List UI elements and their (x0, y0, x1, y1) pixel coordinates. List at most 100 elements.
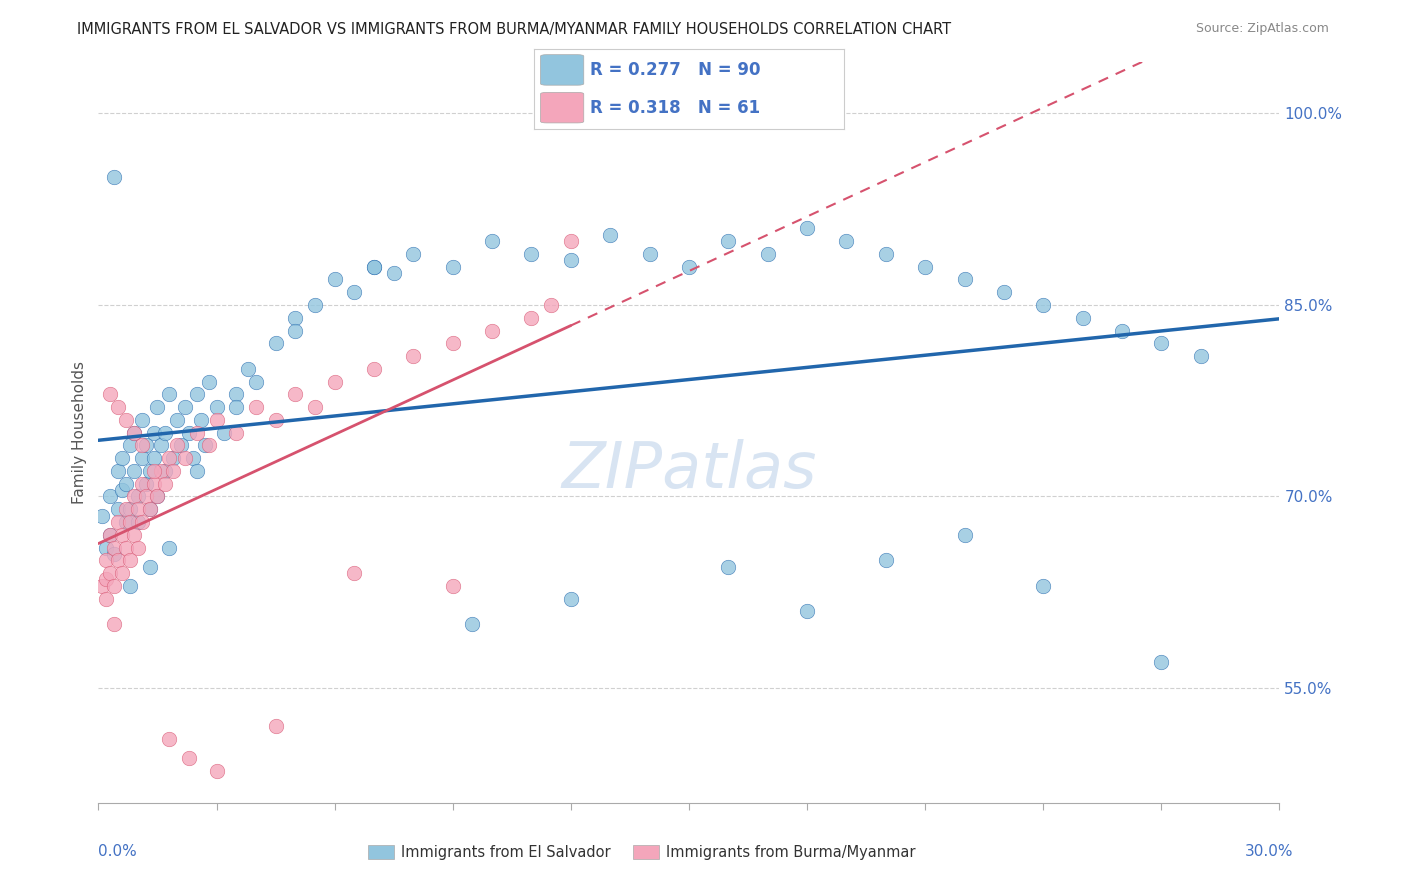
Point (131, 413, 153, 427)
Point (107, 515, 129, 529)
Point (796, 604, 818, 618)
Point (1150, 336, 1173, 351)
Point (461, 617, 484, 632)
Point (98, 566, 121, 580)
Point (166, 438, 188, 452)
Point (118, 515, 141, 529)
Point (323, 375, 346, 389)
Text: 0.0%: 0.0% (98, 845, 138, 859)
Point (304, 298, 326, 312)
Point (323, 272, 346, 286)
Point (363, 361, 385, 376)
Point (441, 579, 464, 593)
Point (138, 559, 160, 574)
Point (756, 247, 779, 261)
Point (1032, 298, 1054, 312)
Legend: Immigrants from El Salvador, Immigrants from Burma/Myanmar: Immigrants from El Salvador, Immigrants … (361, 839, 921, 866)
Point (131, 451, 153, 466)
Point (96, 541, 118, 555)
Point (953, 272, 976, 286)
Point (264, 719, 287, 733)
Point (135, 438, 157, 452)
Point (157, 451, 180, 466)
Text: R = 0.277   N = 90: R = 0.277 N = 90 (591, 61, 761, 78)
Point (953, 527, 976, 541)
Point (599, 227, 621, 242)
Point (115, 476, 138, 491)
Point (146, 490, 169, 504)
Point (146, 400, 169, 414)
Point (304, 400, 326, 414)
Point (717, 559, 740, 574)
Point (214, 425, 236, 440)
Text: R = 0.318   N = 61: R = 0.318 N = 61 (591, 99, 761, 117)
Point (131, 476, 153, 491)
Point (162, 464, 184, 478)
Point (560, 253, 582, 268)
Point (520, 247, 543, 261)
Point (194, 438, 217, 452)
Point (127, 502, 149, 516)
Point (177, 751, 200, 765)
Point (142, 464, 165, 478)
Point (225, 425, 247, 440)
Point (1189, 349, 1212, 363)
Point (993, 285, 1015, 300)
Point (98, 527, 121, 541)
Point (245, 400, 267, 414)
Point (157, 541, 180, 555)
FancyBboxPatch shape (540, 54, 583, 86)
Point (441, 260, 464, 274)
Point (560, 234, 582, 248)
Point (127, 490, 149, 504)
Point (875, 247, 897, 261)
Point (174, 451, 197, 466)
Text: ZIPatlas: ZIPatlas (561, 439, 817, 500)
Point (638, 247, 661, 261)
Point (142, 451, 165, 466)
Point (98, 527, 121, 541)
Point (111, 527, 134, 541)
Point (1032, 579, 1054, 593)
Point (96, 553, 118, 567)
Point (122, 425, 145, 440)
Point (441, 336, 464, 351)
Point (138, 464, 160, 478)
Point (103, 547, 125, 561)
Point (155, 425, 177, 440)
Point (91, 579, 114, 593)
Point (402, 349, 425, 363)
Point (170, 438, 193, 452)
Point (205, 400, 228, 414)
Point (835, 234, 858, 248)
Point (181, 451, 204, 466)
Point (103, 170, 125, 185)
Point (382, 266, 405, 280)
Point (142, 425, 165, 440)
Point (138, 502, 160, 516)
Point (363, 260, 385, 274)
Point (402, 247, 425, 261)
Point (225, 400, 247, 414)
Point (678, 260, 700, 274)
Point (146, 490, 169, 504)
Point (284, 324, 307, 338)
Point (343, 285, 366, 300)
Point (717, 234, 740, 248)
Point (1111, 324, 1133, 338)
Point (236, 361, 259, 376)
Point (122, 490, 145, 504)
Point (914, 260, 936, 274)
Point (166, 413, 188, 427)
Text: 30.0%: 30.0% (1246, 845, 1294, 859)
Point (197, 438, 219, 452)
Point (875, 553, 897, 567)
Point (115, 515, 138, 529)
Point (284, 387, 307, 401)
Point (796, 221, 818, 235)
Point (1150, 656, 1173, 670)
Point (186, 464, 208, 478)
Point (103, 579, 125, 593)
Point (111, 451, 134, 466)
Point (363, 260, 385, 274)
